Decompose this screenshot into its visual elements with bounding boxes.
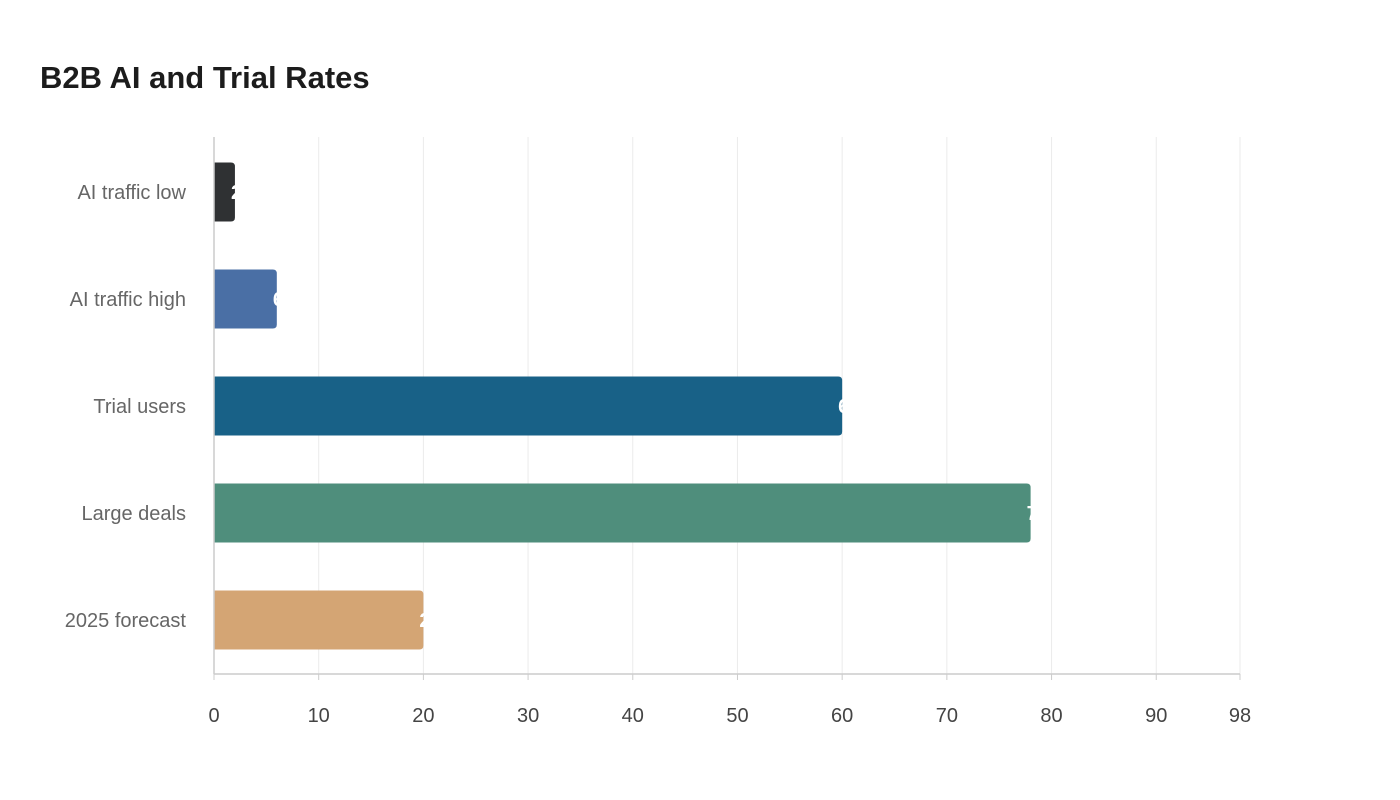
category-label: Trial users xyxy=(93,396,186,418)
data-label: 20 xyxy=(419,610,441,632)
x-tick-label: 80 xyxy=(1040,705,1062,727)
category-label: 2025 forecast xyxy=(65,610,187,632)
x-tick-label: 90 xyxy=(1145,705,1167,727)
x-tick-label: 10 xyxy=(308,705,330,727)
bars xyxy=(214,162,1031,650)
chart-title: B2B AI and Trial Rates xyxy=(40,60,370,95)
x-tick-label: 0 xyxy=(208,705,219,727)
bar xyxy=(214,483,1031,543)
bar xyxy=(214,269,277,329)
data-label: 78 xyxy=(1027,503,1049,525)
category-label: AI traffic low xyxy=(77,182,186,204)
x-tick-label: 30 xyxy=(517,705,539,727)
x-tick-label: 50 xyxy=(726,705,748,727)
axes xyxy=(213,137,1241,680)
x-tick-label: 70 xyxy=(936,705,958,727)
data-label: 60 xyxy=(838,396,860,418)
category-label: Large deals xyxy=(81,503,186,525)
bar xyxy=(214,376,843,436)
data-label: 6 xyxy=(273,289,284,311)
data-label: 2 xyxy=(231,182,242,204)
labels: 0 10 20 30 40 50 60 70 80 90 98 AI traffic low 2 AI t… xyxy=(65,182,1251,727)
x-tick-label: 20 xyxy=(412,705,434,727)
x-tick-label: 98 xyxy=(1229,705,1251,727)
bar xyxy=(214,590,424,650)
category-label: AI traffic high xyxy=(70,289,186,311)
x-tick-label: 40 xyxy=(622,705,644,727)
bar xyxy=(214,162,235,222)
x-tick-label: 60 xyxy=(831,705,853,727)
